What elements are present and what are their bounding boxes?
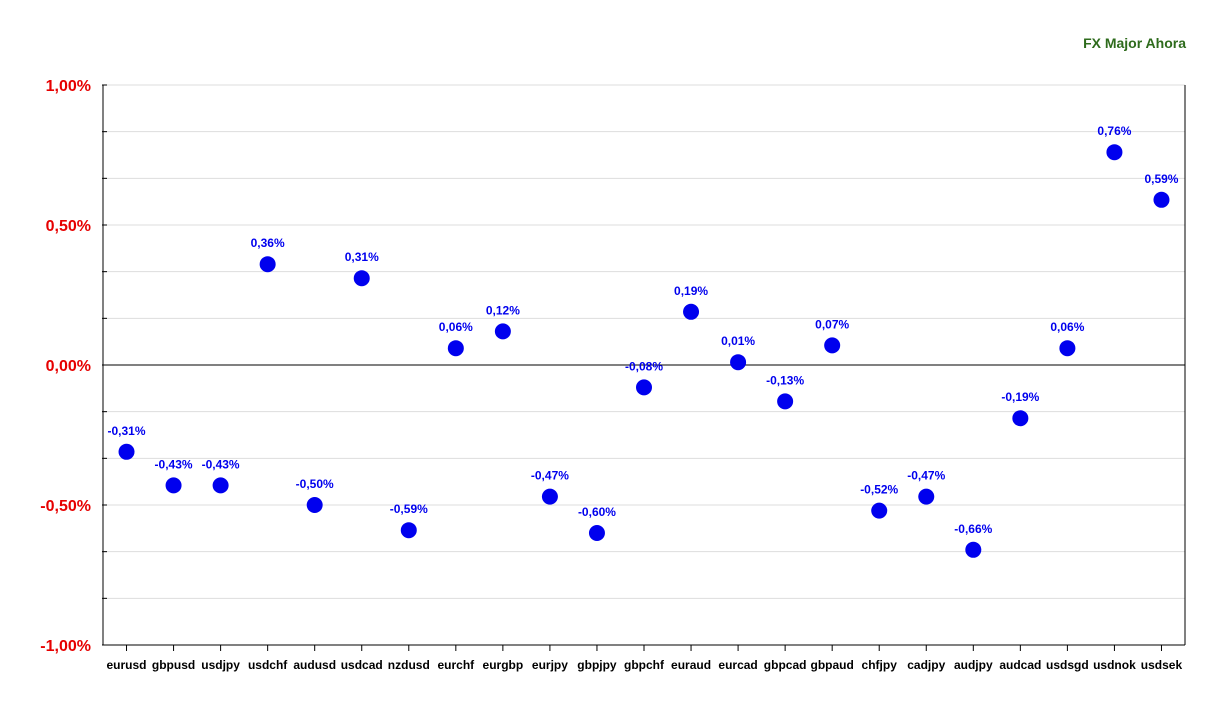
data-label: -0,52% [860,483,898,497]
x-tick-label: usdsek [1141,658,1183,672]
data-label: -0,50% [296,477,334,491]
data-point [588,525,605,541]
x-tick-label: audusd [293,658,336,672]
data-label: -0,43% [202,457,240,471]
data-point [400,522,417,539]
data-point [447,340,464,357]
x-tick-label: gbpchf [624,658,665,672]
marks-layer [118,144,1170,558]
x-tick-label: gbpaud [811,658,854,672]
data-point [871,502,888,519]
x-tick-label: usdjpy [201,658,240,672]
data-label: -0,60% [578,505,616,519]
x-tick-label: usdnok [1093,658,1136,672]
data-label: -0,31% [108,424,146,438]
labels-layer: eurusd gbpusd usdjpy usdchf audusd usdcad nzdu… [107,124,1183,672]
x-tick-label: nzdusd [388,658,430,672]
y-tick-label: -0,50% [40,498,91,515]
data-label: 0,12% [486,303,520,317]
x-tick-label: cadjpy [907,658,945,672]
x-tick-label: audjpy [954,658,993,672]
x-tick-label: usdcad [341,658,383,672]
data-point [541,488,558,505]
x-tick-label: eurcad [718,658,757,672]
data-point [165,477,182,494]
data-point [1059,340,1076,357]
x-tick-label: gbpusd [152,658,195,672]
data-label: -0,66% [954,522,992,536]
x-tick-label: usdchf [248,658,288,672]
y-tick-label: 0,50% [46,218,91,235]
data-label: 0,76% [1097,124,1131,138]
data-label: -0,19% [1001,390,1039,404]
x-tick-label: audcad [999,658,1041,672]
data-label: 0,06% [1050,320,1084,334]
data-point [306,497,323,513]
data-point [212,477,229,494]
y-tick-label: 1,00% [46,78,91,95]
data-point [918,488,935,505]
data-point [1106,144,1123,161]
data-label: -0,47% [531,469,569,483]
data-point [965,541,982,558]
x-tick-label: eurjpy [532,658,568,672]
data-point [683,303,700,320]
data-point [777,393,794,410]
data-point [118,443,135,460]
data-point [824,337,841,354]
data-point [1153,191,1170,208]
x-tick-label: gbpcad [764,658,807,672]
data-label: 0,07% [815,317,849,331]
chart-title: FX Major Ahora [1083,35,1186,51]
x-tick-label: eurgbp [483,658,524,672]
grid-layer [103,84,1185,646]
data-point [259,256,276,273]
data-label: 0,06% [439,320,473,334]
data-label: 0,59% [1144,172,1178,186]
x-tick-label: eurusd [107,658,147,672]
data-label: 0,36% [251,236,285,250]
x-tick-label: gbpjpy [577,658,617,672]
data-point [1012,410,1029,427]
data-point [353,270,370,287]
y-tick-label: 0,00% [46,358,91,375]
data-label: 0,01% [721,334,755,348]
data-label: 0,31% [345,250,379,264]
data-label: -0,08% [625,359,663,373]
x-tick-label: euraud [671,658,711,672]
x-tick-label: usdsgd [1046,658,1089,672]
data-label: -0,43% [155,457,193,471]
data-point [494,323,511,340]
x-tick-label: chfjpy [862,658,898,672]
data-label: -0,13% [766,373,804,387]
data-label: -0,47% [907,469,945,483]
data-point [730,354,747,371]
data-point [636,379,652,396]
y-tick-label: -1,00% [40,638,91,655]
data-label: -0,59% [390,502,428,516]
axis-layer: 1,00% 0,50% 0,00% -0,50% -1,00% [40,78,1186,655]
data-label: 0,19% [674,284,708,298]
x-tick-label: eurchf [437,658,475,672]
